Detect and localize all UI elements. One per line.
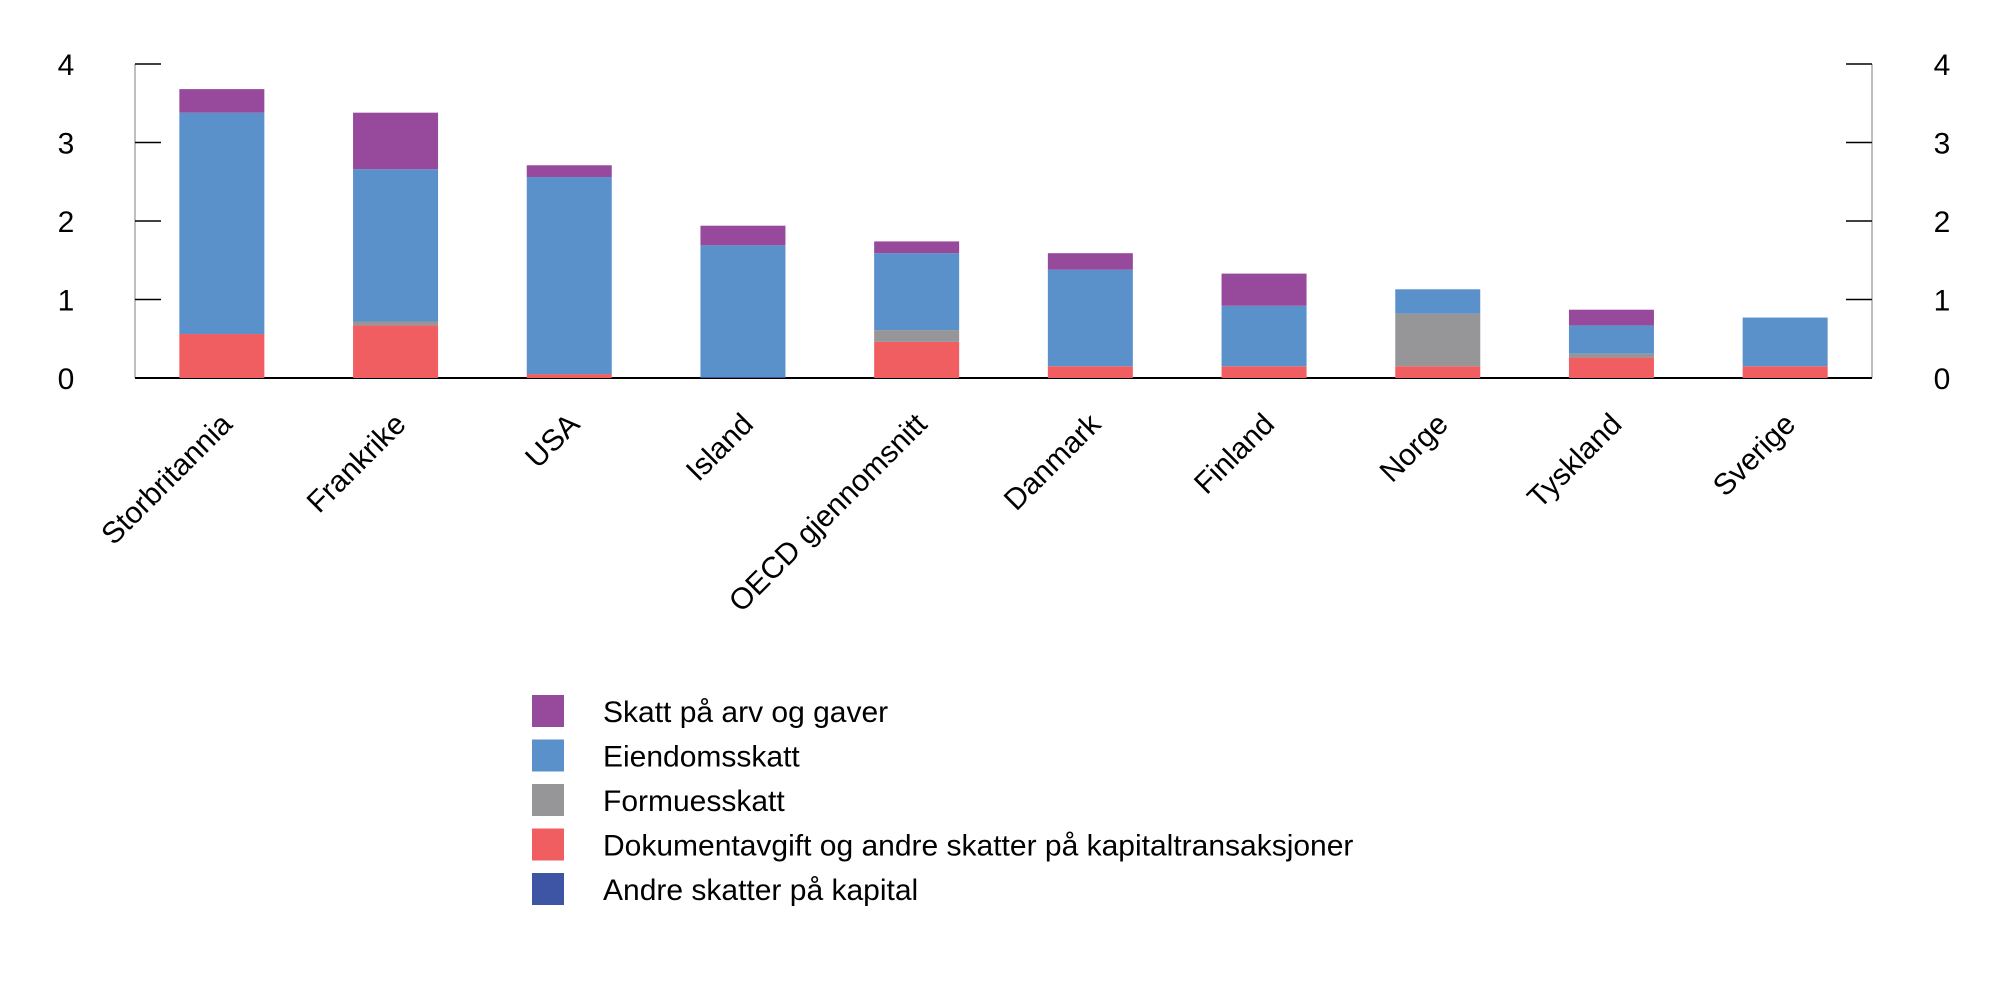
bar-segment xyxy=(353,325,439,378)
x-tick-label: Finland xyxy=(1188,408,1281,501)
bar-segment xyxy=(1221,366,1307,378)
bar-segment xyxy=(1221,305,1307,367)
bar-segment xyxy=(1742,317,1828,367)
x-tick-label: OECD gjennomsnitt xyxy=(723,407,934,618)
bar-segment xyxy=(700,245,786,378)
bar-segment xyxy=(1395,313,1481,367)
bar-segment xyxy=(1568,309,1654,326)
legend-swatch xyxy=(532,784,564,816)
bar-segment xyxy=(179,112,265,335)
bar-segment xyxy=(1568,353,1654,358)
bar-segment xyxy=(526,374,612,378)
x-tick-label: Frankrike xyxy=(301,408,413,520)
right-tick-label: 4 xyxy=(1934,49,1951,82)
bar-segment xyxy=(700,225,786,246)
legend-label: Dokumentavgift og andre skatter på kapit… xyxy=(603,830,1353,863)
legend-label: Skatt på arv og gaver xyxy=(603,696,888,729)
right-tick-label: 1 xyxy=(1934,285,1951,318)
legend-swatch xyxy=(532,695,564,727)
left-tick-label: 3 xyxy=(58,128,75,161)
bars xyxy=(179,89,1828,378)
x-tick-label: Norge xyxy=(1374,408,1455,489)
bar-segment xyxy=(353,169,439,322)
bar-segment xyxy=(874,341,960,378)
bar-segment xyxy=(1047,366,1133,378)
x-tick-label: Storbritannia xyxy=(95,407,239,551)
x-tick-label: Danmark xyxy=(998,407,1108,517)
bar-segment xyxy=(1047,253,1133,270)
legend-label: Formuesskatt xyxy=(603,785,785,818)
bar-segment xyxy=(179,89,265,113)
bar-segment xyxy=(1221,273,1307,306)
bar-segment xyxy=(874,241,960,254)
legend: Skatt på arv og gaver Eiendomsskatt Formue… xyxy=(532,695,1353,907)
bar-segment xyxy=(1047,269,1133,367)
legend-swatch xyxy=(532,739,564,772)
legend-label: Eiendomsskatt xyxy=(603,741,800,774)
x-tick-label: Tyskland xyxy=(1521,408,1628,515)
bar-segment xyxy=(1395,366,1481,378)
right-tick-label: 0 xyxy=(1934,363,1951,396)
right-tick-label: 2 xyxy=(1934,206,1951,239)
left-tick-label: 1 xyxy=(58,285,75,318)
x-tick-label: USA xyxy=(519,408,586,475)
bar-segment xyxy=(1568,325,1654,354)
bar-segment xyxy=(1568,357,1654,378)
bar-segment xyxy=(874,330,960,342)
bar-segment xyxy=(1742,366,1828,378)
bar-segment xyxy=(353,321,439,326)
left-tick-label: 4 xyxy=(58,49,75,82)
bar-segment xyxy=(526,177,612,375)
left-tick-label: 0 xyxy=(58,363,75,396)
legend-swatch xyxy=(532,873,564,905)
right-tick-label: 3 xyxy=(1934,128,1951,161)
left-tick-label: 2 xyxy=(58,206,75,239)
bar-segment xyxy=(526,165,612,178)
bar-segment xyxy=(179,334,265,378)
bar-segment xyxy=(700,377,786,378)
bar-segment xyxy=(1395,289,1481,314)
x-tick-label: Island xyxy=(680,408,760,488)
legend-label: Andre skatter på kapital xyxy=(603,874,918,907)
bar-segment xyxy=(353,112,439,170)
axes: 0 0 1 1 2 2 3 3 4 4 xyxy=(58,49,1951,396)
legend-swatch xyxy=(532,828,564,861)
bar-segment xyxy=(874,253,960,331)
x-tick-label: Sverige xyxy=(1707,408,1802,503)
